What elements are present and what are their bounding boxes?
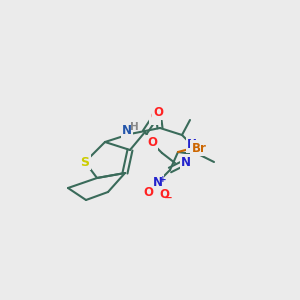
Text: O: O [153, 106, 163, 118]
Text: H: H [130, 122, 138, 132]
Text: O: O [147, 136, 157, 149]
Text: N: N [153, 176, 163, 188]
Text: N: N [181, 155, 191, 169]
Text: Br: Br [192, 142, 206, 154]
Text: N: N [187, 139, 197, 152]
Text: −: − [164, 193, 172, 203]
Text: S: S [80, 155, 89, 169]
Text: +: + [159, 176, 167, 184]
Text: O: O [159, 188, 169, 202]
Text: O: O [143, 185, 153, 199]
Text: N: N [122, 124, 132, 136]
Text: O: O [150, 110, 160, 124]
